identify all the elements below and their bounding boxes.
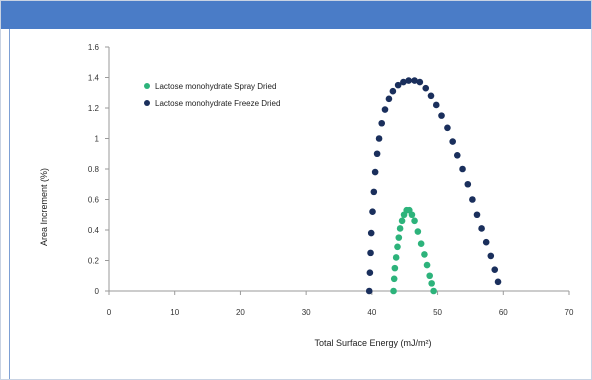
data-point [396,225,404,232]
x-tick-label: 50 [433,308,442,317]
data-point [370,188,378,196]
legend: Lactose monohydrate Spray Dried Lactose … [144,82,280,108]
data-point [373,150,381,158]
data-point [395,234,403,241]
data-point [390,287,397,295]
data-point [438,112,445,119]
data-point [367,249,374,257]
data-point [494,278,502,286]
y-tick-label: 1.6 [88,43,100,52]
data-point [405,77,412,84]
data-point [391,264,399,272]
data-point [444,124,451,132]
data-point [369,208,376,215]
data-point [392,254,400,261]
data-point [378,119,386,127]
x-tick-label: 0 [107,308,112,317]
y-tick-label: 0.2 [88,257,100,266]
legend-marker-freeze-dried [144,100,150,106]
y-tick-label: 0.6 [88,196,100,205]
data-point [414,228,422,235]
series-1 [365,77,502,295]
data-point [366,269,374,277]
data-point [411,217,418,225]
data-point [375,135,383,142]
x-tick-labels: 0 10 20 30 40 50 60 70 [107,291,574,317]
data-point [394,81,402,89]
data-point [423,261,431,269]
data-point [449,138,456,145]
data-point [459,165,466,173]
legend-marker-spray-dried [144,83,150,89]
frame-left-rule [9,29,10,379]
data-point [469,196,476,203]
data-point [389,87,397,95]
data-point [365,287,373,295]
data-point [400,78,407,86]
y-tick-label: 0 [95,287,100,296]
data-point [432,101,440,109]
data-point [482,238,490,246]
y-tick-label: 1.4 [88,74,100,83]
data-point [417,240,425,248]
y-tick-labels: 0 0.2 0.4 0.6 0.8 1 1.2 1.4 1.6 [88,43,109,296]
data-points [365,77,502,295]
y-tick-label: 0.8 [88,165,100,174]
data-point [453,151,461,159]
data-point [491,266,499,273]
x-tick-label: 60 [499,308,508,317]
data-point [381,106,389,113]
y-tick-label: 1 [95,135,100,144]
legend-label-spray-dried: Lactose monohydrate Spray Dried [155,82,276,91]
y-tick-label: 1.2 [88,104,100,113]
data-point [408,211,416,219]
series-0 [390,206,437,295]
x-tick-label: 10 [170,308,179,317]
data-point [487,252,495,260]
data-point [394,243,401,251]
data-point [478,225,485,232]
x-tick-label: 40 [367,308,376,317]
y-axis-label: Area Increment (%) [39,168,49,246]
data-point [411,77,418,84]
data-point [473,211,481,219]
x-tick-label: 70 [565,308,574,317]
data-point [390,275,398,283]
data-point [385,95,393,103]
data-point [464,180,472,188]
data-point [367,229,375,237]
data-point [427,92,435,100]
data-point [428,280,435,287]
data-point [371,168,379,176]
data-point [398,217,406,225]
data-point [426,272,433,280]
header-band [1,1,591,29]
x-tick-label: 30 [302,308,311,317]
data-point [422,84,430,92]
legend-label-freeze-dried: Lactose monohydrate Freeze Dried [155,99,280,108]
data-point [421,251,428,258]
y-tick-label: 0.4 [88,226,100,235]
data-point [416,78,424,86]
x-axis-label: Total Surface Energy (mJ/m²) [314,338,431,348]
data-point [430,287,437,295]
x-tick-label: 20 [236,308,245,317]
